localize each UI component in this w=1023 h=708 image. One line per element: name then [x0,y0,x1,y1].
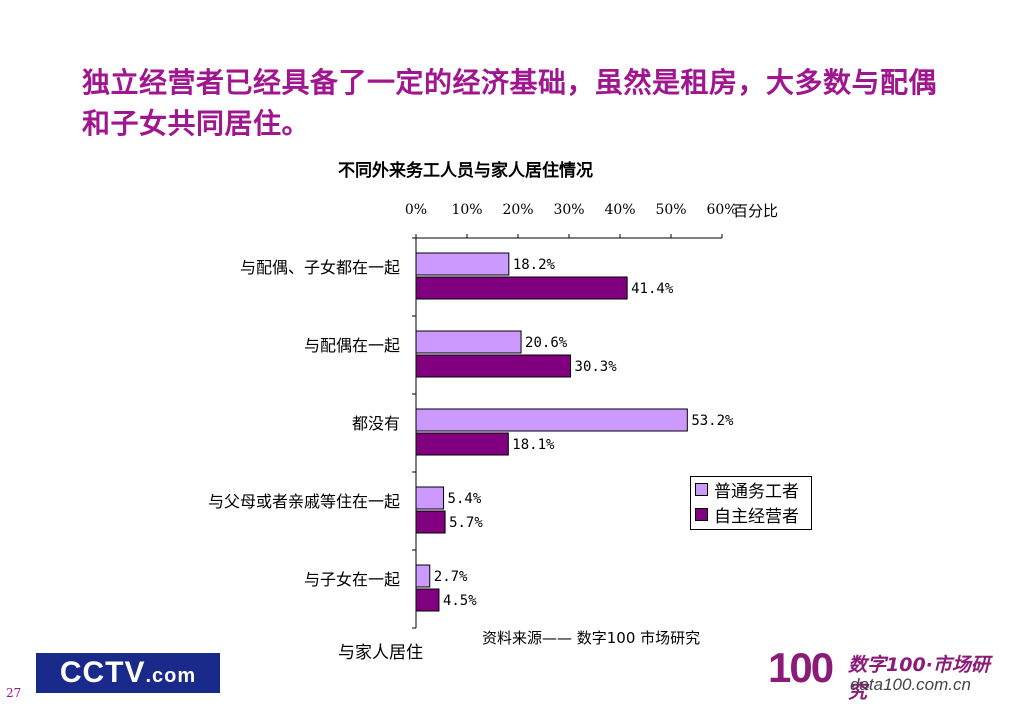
legend-swatch-series-2 [695,508,708,521]
category-label: 与配偶、子女都在一起 [240,258,400,277]
bar [415,486,445,510]
data-label: 18.1% [512,437,555,453]
category-label: 都没有 [352,414,400,433]
bar [415,276,628,300]
category-label: 与配偶在一起 [304,336,400,355]
x-tick-label: 50% [655,202,686,218]
category-label: 与父母或者亲戚等住在一起 [208,492,400,511]
bar [415,408,688,432]
category-label: 与子女在一起 [304,570,400,589]
bar [415,564,431,588]
bar [415,432,509,456]
y-axis-label: 与家人居住 [338,643,423,663]
x-tick-label: 10% [451,202,482,218]
data-label: 30.3% [575,359,618,375]
data100-logo-mark: 100 [768,644,834,691]
headline: 独立经营者已经具备了一定的经济基础，虽然是租房，大多数与配偶和子女共同居住。 [82,66,938,140]
data-label: 5.4% [448,491,482,507]
data100-logo: 100 数字100·市场研究 data100.com.cn [768,644,990,703]
data100-logo-url: data100.com.cn [850,675,971,694]
legend-item-series-1: 普通务工者 [691,477,811,502]
page-number: 27 [6,686,22,700]
legend-item-series-2: 自主经营者 [691,502,811,527]
data100-logo-name: 数字100·市场研究 [848,654,990,703]
cctv-logo: CCTV .com [36,653,220,693]
data-label: 53.2% [691,413,734,429]
x-tick-label: 40% [604,202,635,218]
legend-swatch-series-1 [695,483,708,496]
legend-label-series-1: 普通务工者 [714,482,799,502]
chart-legend: 普通务工者 自主经营者 [690,476,812,530]
bar [415,588,440,612]
x-tick-label: 60% [706,202,737,218]
data-label: 5.7% [449,515,483,531]
bar [415,330,522,354]
bar [415,252,510,276]
data-label: 41.4% [631,281,674,297]
cctv-logo-text: CCTV [59,656,146,689]
chart-title: 不同外来务工人员与家人居住情况 [338,161,593,181]
x-tick-label: 30% [553,202,584,218]
bar [415,510,446,534]
data-label: 18.2% [513,257,556,273]
legend-label-series-2: 自主经营者 [714,507,799,527]
data-label: 4.5% [443,593,477,609]
x-tick-label: 20% [502,202,533,218]
x-tick-label: 0% [405,202,427,218]
cctv-logo-suffix: .com [145,665,197,687]
data-label: 2.7% [434,569,468,585]
source-note: 资料来源—— 数字100 市场研究 [482,629,701,647]
bar [415,354,572,378]
data-label: 20.6% [525,335,568,351]
x-axis-label: 百分比 [733,202,779,220]
